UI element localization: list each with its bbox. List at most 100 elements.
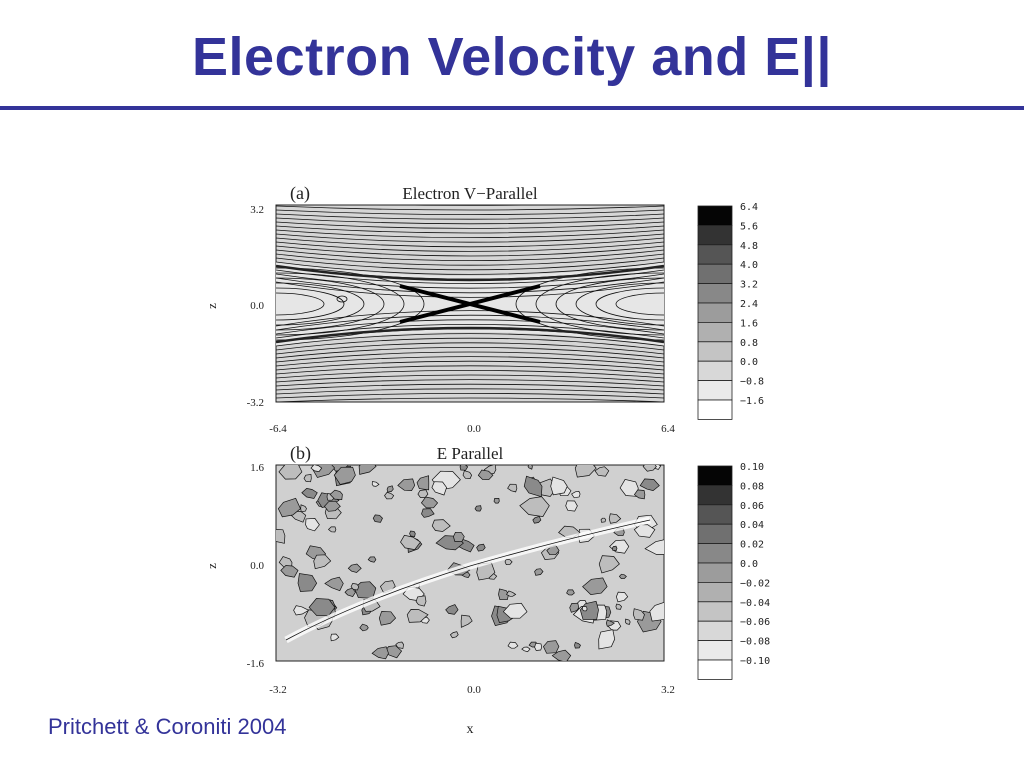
flux-line [276,233,664,243]
colorbar-level-label: 0.0 [740,357,758,368]
flux-line [276,416,664,418]
flux-line [276,370,664,379]
field-contour [449,631,459,639]
colorbar-level-label: 2.4 [740,299,758,310]
flux-line [276,277,664,294]
field-contour [297,573,318,592]
colorbar-cell [697,224,733,246]
flux-line [276,205,664,211]
field-contour [476,543,486,552]
flux-line [276,249,664,261]
field-contour [459,465,469,471]
field-contour [579,600,599,620]
field-contour [507,483,518,493]
colorbar-level-label: 5.6 [740,221,758,232]
field-contour [395,641,404,649]
flux-line [276,229,664,238]
field-contour [453,531,465,542]
colorbar-cell [697,380,733,401]
island-contour [595,287,664,321]
field-contour [460,614,473,628]
flux-line [276,281,664,298]
field-contour [301,488,318,499]
field-contour [384,492,395,500]
field-contour [574,465,597,478]
colorbar-cell [697,399,733,420]
field-contour [474,505,482,512]
colorbar-level-label: −0.02 [740,578,770,589]
field-contour [608,513,622,524]
panel-b-xtick: 0.0 [467,684,481,696]
field-contour [618,573,627,580]
field-contour [521,646,531,653]
colorbar-cell [697,302,733,323]
field-contour [305,518,320,532]
field-contour [431,481,447,496]
panel-a-colorbar: 6.4 5.6 4.8 4.0 3.2 2.4 1.6 0.8 0.0 −0.8 −1.6 [697,202,764,420]
field-contour [551,649,572,661]
colorbar-level-label: 0.08 [740,481,764,492]
field-contour [632,608,645,621]
colorbar-level-label: −0.08 [740,637,770,648]
flux-line [276,257,664,271]
panel-b-ytick: 0.0 [250,560,264,572]
panel-b-ylabel: z [204,563,219,569]
flux-line [276,241,664,252]
field-contour [644,539,664,555]
panel-a-title: Electron V−Parallel [402,184,538,203]
flux-line [276,412,664,414]
colorbar-level-label: 4.0 [740,260,758,271]
flux-line [276,360,664,371]
flux-line [276,403,664,406]
flux-line [276,342,664,355]
colorbar-cell [697,543,733,564]
field-contour [359,623,369,632]
colorbar-level-label: −0.10 [740,656,770,667]
field-contour [502,602,528,619]
flux-line [276,261,664,275]
flux-line [276,397,664,402]
flux-line [276,383,664,391]
flux-line [276,245,664,257]
colorbar-level-label: 0.0 [740,559,758,570]
field-contour [278,465,303,480]
separatrix-band [399,284,541,324]
field-contour [493,498,500,504]
field-contour [293,605,310,616]
flux-line [276,310,664,327]
colorbar-cell [697,659,733,680]
island-contour [535,272,664,336]
field-contour [582,577,608,595]
flux-line [276,253,664,266]
field-contour [372,514,383,523]
flux-line [276,225,664,234]
separatrix-band [276,326,664,344]
colorbar-level-label: −0.8 [740,377,764,388]
field-contour [330,633,340,642]
field-contour [310,465,323,472]
field-contour [534,642,543,651]
field-contour [574,641,581,649]
field-contour [386,485,394,493]
colorbar-cell [697,601,733,622]
field-contour [571,490,581,499]
flux-line [276,347,664,359]
field-contour [344,587,356,598]
flux-line [276,379,664,387]
field-contour [633,524,656,538]
panel-a-xtick: -6.4 [269,423,287,435]
flux-line [276,209,664,215]
colorbar-cell [697,523,733,545]
field-contour [507,641,519,649]
colorbar-cell [697,465,733,486]
flux-line [276,217,664,225]
colorbar-level-label: −0.04 [740,598,770,609]
flux-line [276,269,664,284]
field-contour [378,611,397,626]
island-contour [276,277,385,331]
island-contour [276,267,425,341]
citation: Pritchett & Coroniti 2004 [48,714,287,739]
panel-a-contours [276,205,664,418]
flux-line [276,365,664,375]
